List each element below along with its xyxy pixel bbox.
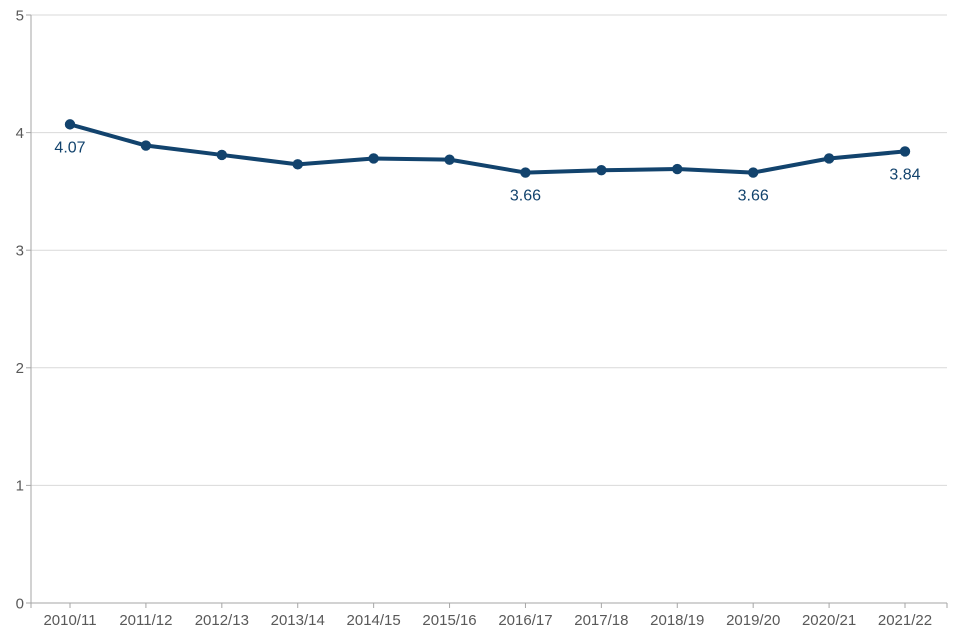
data-line	[68, 122, 907, 175]
data-point	[444, 154, 455, 165]
y-axis-tick-label: 4	[16, 125, 24, 142]
x-axis-tick-label: 2016/17	[498, 612, 552, 629]
data-point	[64, 119, 76, 130]
x-axis-tick-label: 2020/21	[802, 612, 856, 629]
x-axis-tick-label: 2018/19	[650, 612, 704, 629]
y-axis-tick-label: 1	[16, 478, 24, 495]
x-axis-tick-label: 2017/18	[574, 612, 628, 629]
data-point	[823, 153, 835, 164]
data-point-label: 4.07	[54, 139, 85, 156]
data-point	[216, 149, 228, 161]
data-point	[520, 167, 531, 178]
x-axis-tick-label: 2011/12	[119, 612, 172, 629]
data-point	[747, 167, 759, 178]
data-point-label: 3.66	[510, 188, 541, 205]
data-point	[292, 159, 303, 170]
x-axis-tick-label: 2019/20	[726, 612, 780, 629]
data-point	[672, 163, 683, 175]
x-axis-tick-label: 2010/11	[43, 612, 96, 629]
data-point	[368, 153, 379, 164]
y-axis-tick-label: 3	[16, 242, 24, 259]
x-axis-tick-label: 2013/14	[271, 612, 325, 629]
data-point	[899, 146, 911, 157]
y-axis-tick-label: 5	[16, 7, 24, 24]
x-axis-tick-label: 2015/16	[422, 612, 476, 629]
data-point	[596, 165, 607, 176]
y-axis-tick-label: 0	[16, 595, 24, 612]
y-axis-tick-label: 2	[16, 360, 24, 377]
x-axis-tick-label: 2014/15	[347, 612, 401, 629]
data-point-label: 3.84	[889, 166, 920, 183]
data-point-label: 3.66	[738, 188, 769, 205]
x-axis-tick-label: 2021/22	[878, 612, 932, 629]
data-point	[140, 140, 152, 151]
x-axis-tick-label: 2012/13	[195, 612, 249, 629]
